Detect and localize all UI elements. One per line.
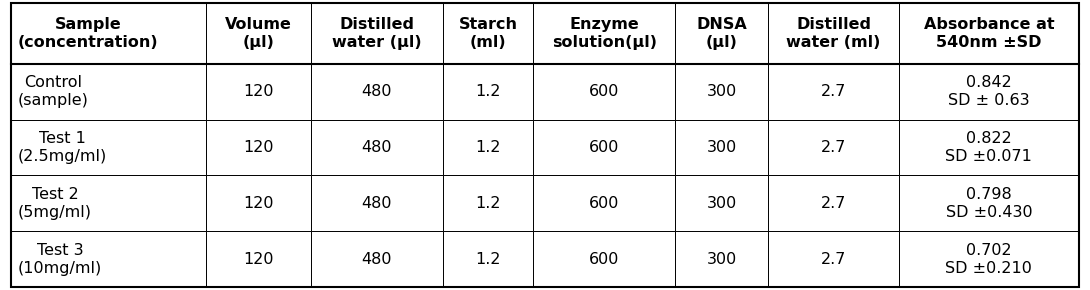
Text: Test 1
(2.5mg/ml): Test 1 (2.5mg/ml): [17, 131, 107, 164]
Bar: [768, 175, 899, 231]
Text: 300: 300: [706, 196, 737, 211]
Text: Volume
(μl): Volume (μl): [226, 17, 292, 50]
Bar: [533, 64, 676, 119]
Text: 600: 600: [590, 252, 619, 267]
Text: 300: 300: [706, 84, 737, 99]
Text: 480: 480: [362, 252, 392, 267]
Text: 1.2: 1.2: [475, 140, 500, 155]
Text: 480: 480: [362, 140, 392, 155]
Text: Test 2
(5mg/ml): Test 2 (5mg/ml): [17, 187, 92, 220]
Text: 0.798
SD ±0.430: 0.798 SD ±0.430: [946, 187, 1032, 220]
Text: 480: 480: [362, 84, 392, 99]
Text: Absorbance at
540nm ±SD: Absorbance at 540nm ±SD: [923, 17, 1054, 50]
Bar: [11, 64, 206, 119]
Text: 2.7: 2.7: [821, 84, 846, 99]
Bar: [11, 175, 206, 231]
Text: 0.702
SD ±0.210: 0.702 SD ±0.210: [945, 243, 1032, 276]
Bar: [206, 3, 311, 64]
Text: 300: 300: [706, 252, 737, 267]
Bar: [11, 231, 206, 287]
Bar: [11, 3, 206, 64]
Bar: [206, 231, 311, 287]
Bar: [899, 175, 1079, 231]
Text: 120: 120: [243, 196, 274, 211]
Bar: [899, 231, 1079, 287]
Text: 1.2: 1.2: [475, 252, 500, 267]
Bar: [443, 64, 533, 119]
Bar: [533, 119, 676, 175]
Text: Starch
(ml): Starch (ml): [459, 17, 518, 50]
Bar: [206, 64, 311, 119]
Bar: [311, 119, 443, 175]
Bar: [206, 175, 311, 231]
Bar: [899, 64, 1079, 119]
Text: 120: 120: [243, 84, 274, 99]
Bar: [768, 3, 899, 64]
Text: 300: 300: [706, 140, 737, 155]
Bar: [443, 119, 533, 175]
Bar: [311, 3, 443, 64]
Text: Distilled
water (ml): Distilled water (ml): [786, 17, 881, 50]
Text: 0.822
SD ±0.071: 0.822 SD ±0.071: [945, 131, 1032, 164]
Bar: [768, 231, 899, 287]
Bar: [676, 3, 768, 64]
Text: 2.7: 2.7: [821, 196, 846, 211]
Text: Test 3
(10mg/ml): Test 3 (10mg/ml): [17, 243, 102, 276]
Bar: [11, 119, 206, 175]
Bar: [676, 231, 768, 287]
Bar: [899, 119, 1079, 175]
Text: 1.2: 1.2: [475, 84, 500, 99]
Text: Control
(sample): Control (sample): [17, 75, 88, 108]
Bar: [443, 175, 533, 231]
Text: 2.7: 2.7: [821, 252, 846, 267]
Text: 600: 600: [590, 84, 619, 99]
Text: 600: 600: [590, 140, 619, 155]
Bar: [311, 231, 443, 287]
Bar: [768, 64, 899, 119]
Bar: [533, 175, 676, 231]
Text: Enzyme
solution(μl): Enzyme solution(μl): [552, 17, 657, 50]
Bar: [533, 231, 676, 287]
Bar: [676, 175, 768, 231]
Text: 120: 120: [243, 140, 274, 155]
Bar: [676, 119, 768, 175]
Bar: [676, 64, 768, 119]
Text: DNSA
(μl): DNSA (μl): [697, 17, 748, 50]
Text: 480: 480: [362, 196, 392, 211]
Bar: [899, 3, 1079, 64]
Bar: [206, 119, 311, 175]
Text: 600: 600: [590, 196, 619, 211]
Text: 1.2: 1.2: [475, 196, 500, 211]
Bar: [311, 64, 443, 119]
Text: 120: 120: [243, 252, 274, 267]
Text: 2.7: 2.7: [821, 140, 846, 155]
Bar: [443, 231, 533, 287]
Text: Sample
(concentration): Sample (concentration): [17, 17, 158, 50]
Text: Distilled
water (μl): Distilled water (μl): [332, 17, 422, 50]
Bar: [311, 175, 443, 231]
Text: 0.842
SD ± 0.63: 0.842 SD ± 0.63: [948, 75, 1030, 108]
Bar: [443, 3, 533, 64]
Bar: [768, 119, 899, 175]
Bar: [533, 3, 676, 64]
